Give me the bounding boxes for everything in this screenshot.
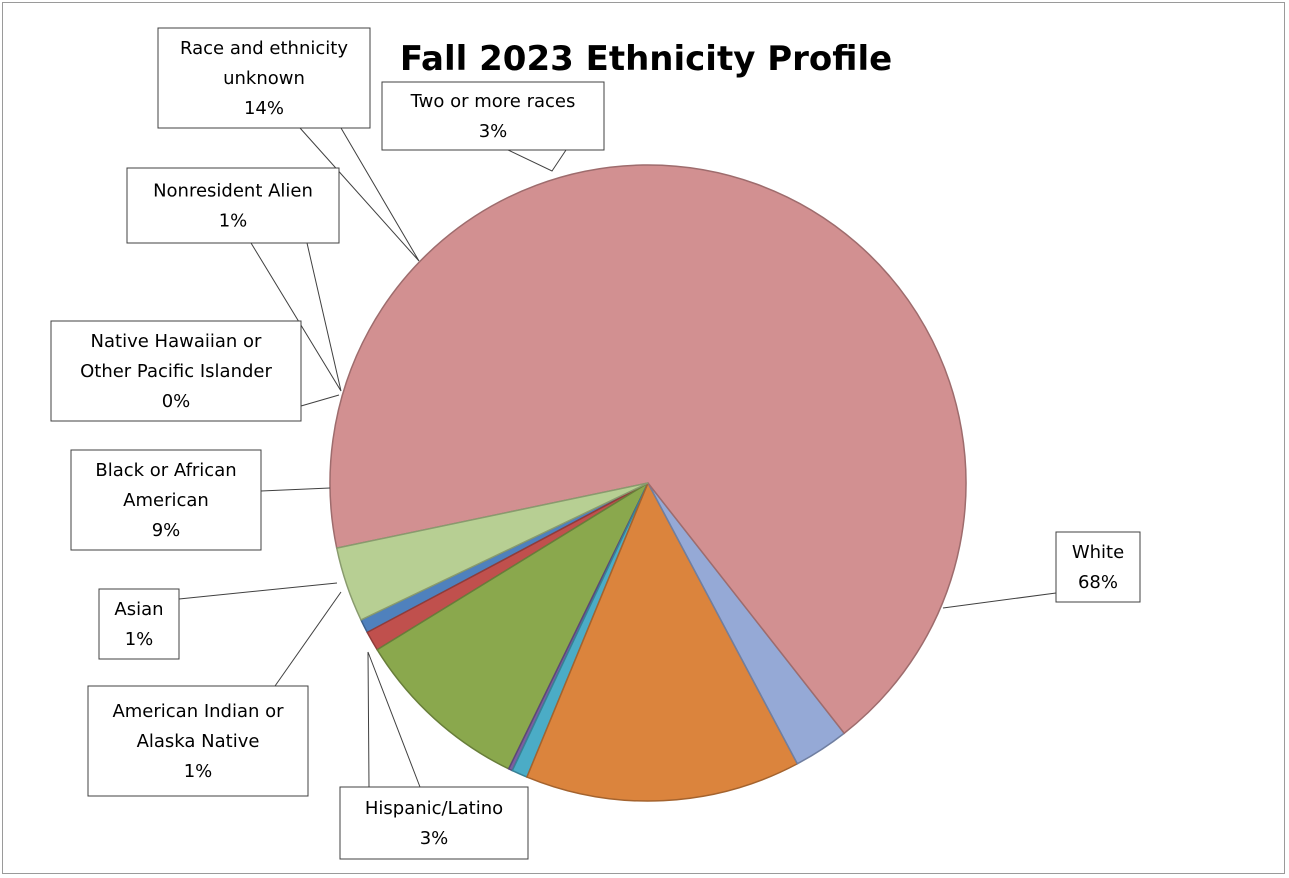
data-label-name: American Indian or [112,701,284,722]
pie-slice-race-and-ethnicity-unknown [525,481,799,802]
data-label-box [126,167,340,244]
data-label-percent: 9% [152,520,181,541]
data-label-two-or-more-races: Two or more races 3% [381,81,605,151]
data-label-box [157,27,371,129]
data-label-white: White 68% [1055,531,1141,603]
data-label-percent: 68% [1078,572,1118,593]
data-label-percent: 14% [244,98,284,119]
data-label-name: Hispanic/Latino [365,798,503,819]
data-label-box [381,81,605,151]
data-label-name: Race and ethnicity [180,38,348,59]
data-label-asian: Asian 1% [98,588,180,660]
data-labels: American Indian or Alaska Native 1% Asian 1%… [50,27,1141,860]
data-label-percent: 0% [162,391,191,412]
data-label-box [87,685,309,797]
leader-line-two-or-more-races [507,149,567,172]
leader-line-hispanic-latino [367,651,421,788]
leader-line-black-or-african-american [260,487,331,492]
data-label-name: White [1072,542,1124,563]
data-label-percent: 1% [219,211,248,232]
leader-line-white [942,592,1057,609]
data-label-name: Two or more races [410,91,576,112]
data-label-american-indian-or-alaska-native: American Indian or Alaska Native 1% [87,685,309,797]
pie-slice-black-or-african-american [376,481,650,770]
data-label-name: Asian [114,599,163,620]
data-label-box [70,449,262,551]
data-label-percent: 3% [420,828,449,849]
pie-slice-hispanic-latino [335,482,649,621]
data-label-native-hawaiian-or-other-pacific-islander: Native Hawaiian or Other Pacific Islander… [50,320,302,422]
leader-line-asian [178,582,338,600]
pie-chart: Fall 2023 Ethnicity Profile American Ind… [50,27,1141,860]
data-label-name: Nonresident Alien [153,181,313,202]
data-label-percent: 1% [125,629,154,650]
data-label-name: American [123,490,209,511]
data-label-box [1055,531,1141,603]
data-label-name: Native Hawaiian or [91,331,262,352]
data-label-box [50,320,302,422]
data-label-name: unknown [223,68,305,89]
data-label-name: Alaska Native [137,731,260,752]
data-label-race-and-ethnicity-unknown: Race and ethnicity unknown 14% [157,27,371,129]
data-label-box [98,588,180,660]
pie-slices [329,164,967,802]
data-label-percent: 1% [184,761,213,782]
data-label-black-or-african-american: Black or African American 9% [70,449,262,551]
data-label-percent: 3% [479,121,508,142]
leader-line-race-and-ethnicity-unknown [299,127,420,262]
leader-line-nonresident-alien [250,242,342,392]
pie-slice-white [329,164,967,735]
leader-line-native-hawaiian-or-other-pacific-islander [300,394,340,407]
data-label-name: Black or African [95,460,236,481]
data-label-nonresident-alien: Nonresident Alien 1% [126,167,340,244]
data-label-hispanic-latino: Hispanic/Latino 3% [339,786,529,860]
data-label-box [339,786,529,860]
leader-line-american-indian-or-alaska-native [274,591,342,687]
leader-lines [178,127,1057,788]
data-label-name: Other Pacific Islander [80,361,272,382]
chart-title: Fall 2023 Ethnicity Profile [400,39,892,79]
